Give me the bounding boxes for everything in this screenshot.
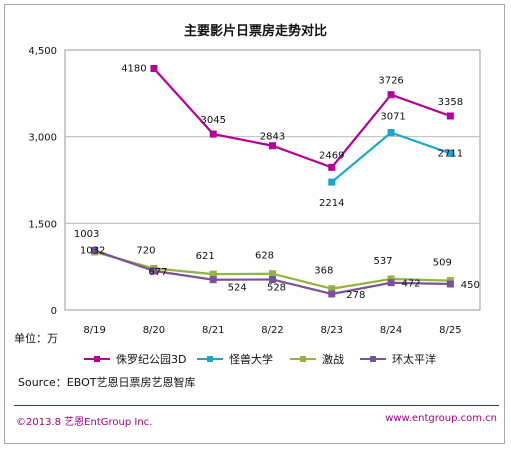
data-label: 278 bbox=[346, 290, 365, 301]
data-label: 537 bbox=[374, 256, 393, 267]
data-point bbox=[209, 270, 217, 278]
x-tick-label: 8/22 bbox=[261, 325, 283, 336]
data-point bbox=[387, 279, 395, 287]
legend-label: 侏罗纪公园3D bbox=[116, 353, 187, 366]
data-label: 677 bbox=[148, 267, 167, 278]
data-label: 3726 bbox=[378, 76, 403, 87]
x-tick-label: 8/25 bbox=[439, 325, 461, 336]
legend-label: 环太平洋 bbox=[392, 353, 436, 366]
legend-label: 怪兽大学 bbox=[229, 353, 273, 366]
data-point bbox=[387, 129, 395, 137]
legend-swatch bbox=[290, 356, 316, 362]
legend-item-monsters-university: 怪兽大学 bbox=[197, 351, 273, 367]
data-point bbox=[446, 112, 454, 120]
data-point bbox=[387, 91, 395, 99]
x-tick-label: 8/20 bbox=[143, 325, 165, 336]
data-label: 621 bbox=[196, 251, 215, 262]
data-label: 3071 bbox=[380, 112, 405, 123]
x-tick-label: 8/19 bbox=[83, 325, 105, 336]
data-label: 2843 bbox=[260, 132, 285, 143]
legend: 侏罗纪公园3D 怪兽大学 激战 环太平洋 bbox=[0, 351, 511, 367]
data-point bbox=[150, 64, 158, 72]
y-tick-label: 4,500 bbox=[28, 46, 57, 57]
source-note: Source：EBOT艺恩日票房艺恩智库 bbox=[18, 376, 196, 389]
x-tick-label: 8/23 bbox=[321, 325, 343, 336]
plot-area bbox=[64, 49, 481, 311]
data-label: 524 bbox=[228, 283, 247, 294]
legend-item-fight: 激战 bbox=[290, 351, 344, 367]
data-point bbox=[269, 270, 276, 278]
data-point bbox=[209, 130, 217, 138]
data-label: 1003 bbox=[74, 229, 99, 240]
data-point bbox=[91, 246, 99, 254]
data-point bbox=[269, 275, 276, 283]
data-point bbox=[209, 276, 217, 284]
x-tick-label: 8/24 bbox=[380, 325, 402, 336]
chart-title: 主要影片日票房走势对比 bbox=[183, 24, 327, 39]
legend-swatch bbox=[84, 356, 110, 362]
data-label: 368 bbox=[314, 266, 333, 277]
data-point bbox=[446, 280, 454, 288]
legend-label: 激战 bbox=[322, 353, 344, 366]
data-point bbox=[328, 163, 336, 171]
data-label: 450 bbox=[461, 280, 480, 291]
data-point bbox=[328, 178, 336, 186]
y-tick-label: 1,500 bbox=[28, 219, 57, 230]
legend-item-jurassic-park: 侏罗纪公园3D bbox=[84, 351, 186, 367]
footer-copyright: ©2013.8 艺恩EntGroup Inc. bbox=[16, 417, 153, 428]
data-label: 4180 bbox=[121, 63, 146, 74]
data-label: 528 bbox=[267, 282, 286, 293]
data-label: 2214 bbox=[319, 198, 344, 209]
data-label: 1032 bbox=[80, 245, 105, 256]
data-label: 472 bbox=[402, 279, 421, 290]
data-point bbox=[150, 267, 158, 275]
chart-frame bbox=[4, 4, 505, 444]
data-point bbox=[328, 290, 336, 298]
x-tick-label: 8/21 bbox=[202, 325, 224, 336]
legend-swatch bbox=[360, 356, 386, 362]
unit-label: 单位：万 bbox=[14, 332, 58, 345]
data-label: 2711 bbox=[438, 148, 463, 159]
data-label: 509 bbox=[433, 258, 452, 269]
data-point bbox=[446, 149, 454, 157]
data-point bbox=[269, 142, 276, 150]
footer-divider bbox=[14, 405, 499, 406]
data-label: 628 bbox=[255, 251, 274, 262]
legend-item-pacific-rim: 环太平洋 bbox=[360, 351, 436, 367]
y-tick-label: 0 bbox=[51, 306, 57, 317]
data-label: 720 bbox=[136, 245, 155, 256]
data-label: 2469 bbox=[319, 150, 344, 161]
data-label: 3358 bbox=[438, 97, 463, 108]
footer-website: www.entgroup.com.cn bbox=[385, 413, 497, 424]
legend-swatch bbox=[197, 356, 223, 362]
data-label: 3045 bbox=[200, 115, 225, 126]
series-line bbox=[331, 131, 451, 183]
series-line bbox=[153, 67, 451, 169]
y-tick-label: 3,000 bbox=[28, 133, 57, 144]
